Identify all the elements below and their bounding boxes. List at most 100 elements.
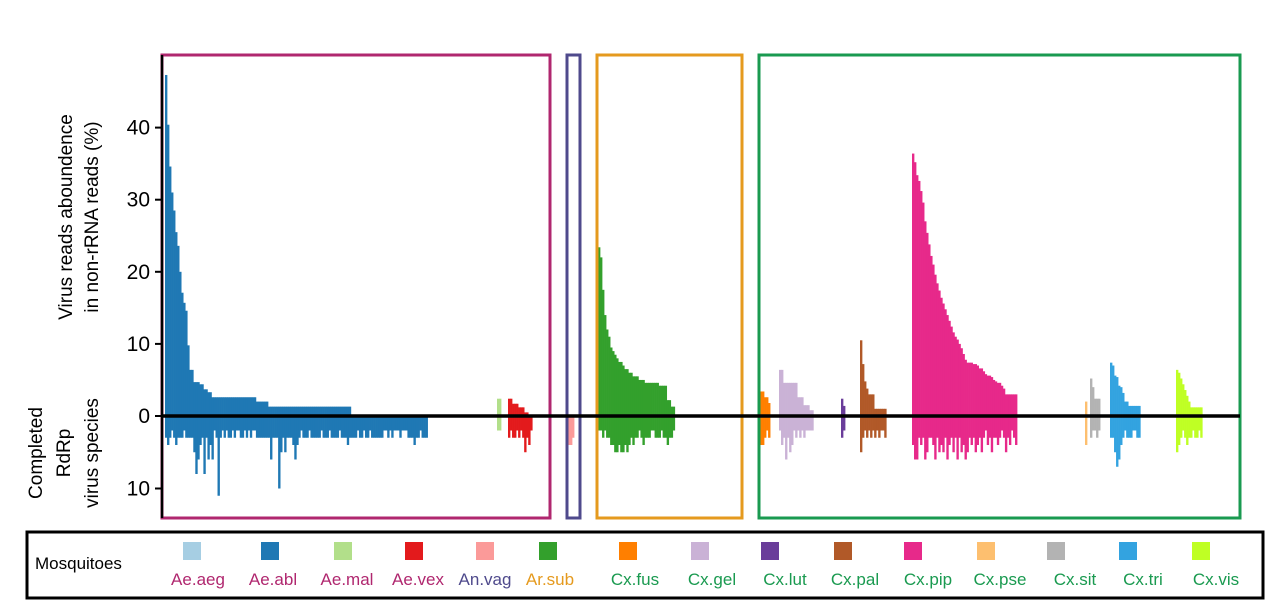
abundance-bar-Ar-sub-6 <box>610 347 613 416</box>
rdrp-bar-Ar-sub-34 <box>666 416 670 445</box>
rdrp-bar-Ar-sub-33 <box>664 416 668 438</box>
abundance-bar-Ae-abl-85 <box>336 406 340 416</box>
abundance-bar-Ae-abl-1 <box>167 124 170 416</box>
rdrp-bar-Cx-gel-0 <box>779 416 782 431</box>
abundance-bar-Cx-vis-2 <box>1180 378 1183 416</box>
rdrp-bar-Ar-sub-14 <box>626 416 629 453</box>
abundance-bar-Cx-vis-4 <box>1184 390 1187 416</box>
abundance-bar-Cx-pip-27 <box>966 362 969 416</box>
rdrp-bar-Cx-pal-10 <box>880 416 883 431</box>
abundance-bar-Cx-pip-18 <box>948 320 951 416</box>
abundance-bar-Ae-vex-9 <box>526 412 529 416</box>
rdrp-bar-Ae-abl-54 <box>274 416 277 438</box>
abundance-bar-Ae-vex-6 <box>520 407 523 416</box>
rdrp-bar-Cx-gel-3 <box>785 416 788 460</box>
rdrp-bar-Ae-abl-81 <box>328 416 331 431</box>
rdrp-bar-Ae-abl-107 <box>381 416 384 438</box>
abundance-bar-Cx-vis-1 <box>1178 372 1181 416</box>
rdrp-bar-Ae-abl-41 <box>247 416 251 431</box>
abundance-bar-Ar-sub-30 <box>658 385 661 416</box>
rdrp-bar-Ae-abl-104 <box>375 416 378 438</box>
rdrp-bar-Ae-vex-10 <box>528 416 531 445</box>
rdrp-bar-Ae-abl-46 <box>257 416 261 438</box>
rdrp-bar-Cx-pip-46 <box>1004 416 1008 453</box>
abundance-bar-Ar-sub-31 <box>660 385 663 416</box>
abundance-bar-Ae-abl-14 <box>193 382 196 416</box>
rdrp-bar-Cx-tri-4 <box>1118 416 1121 460</box>
rdrp-bar-Cx-pip-39 <box>990 416 994 453</box>
frame-armigeres <box>595 53 744 520</box>
rdrp-bar-Ar-sub-35 <box>668 416 672 438</box>
abundance-bar-Cx-lut-1 <box>843 405 846 416</box>
abundance-bar-Ae-abl-22 <box>209 392 212 416</box>
rdrp-bar-Ae-abl-32 <box>229 416 233 438</box>
abundance-bar-Cx-pip-30 <box>972 364 975 416</box>
rdrp-bar-Cx-vis-2 <box>1180 416 1183 438</box>
abundance-bar-Ae-abl-84 <box>334 406 338 416</box>
rdrp-bar-Cx-gel-7 <box>793 416 796 431</box>
rdrp-bar-Ae-abl-20 <box>205 416 208 438</box>
rdrp-bar-Ae-abl-11 <box>187 416 190 438</box>
rdrp-bar-Ae-abl-29 <box>223 416 226 438</box>
abundance-bar-Cx-tri-8 <box>1126 401 1129 416</box>
abundance-bar-Cx-pse-0 <box>1085 401 1088 416</box>
abundance-bar-Cx-tri-2 <box>1114 375 1117 416</box>
abundance-bar-Cx-pip-41 <box>994 381 998 416</box>
abundance-bar-Ae-abl-87 <box>340 406 344 416</box>
abundance-bar-Ae-abl-61 <box>288 406 291 416</box>
rdrp-bar-Ae-abl-120 <box>407 416 410 438</box>
rdrp-bar-Ae-vex-5 <box>518 416 521 438</box>
rdrp-bar-Ae-abl-102 <box>371 416 374 438</box>
abundance-bar-Ae-abl-70 <box>306 406 309 416</box>
abundance-bar-Cx-pip-40 <box>992 379 996 416</box>
rdrp-bar-Cx-sit-1 <box>1092 416 1095 431</box>
rdrp-bar-Cx-sit-4 <box>1098 416 1101 431</box>
abundance-bar-Ae-abl-15 <box>195 382 198 416</box>
abundance-bar-Cx-pip-21 <box>954 336 957 416</box>
rdrp-bar-Ae-abl-88 <box>342 416 346 438</box>
rdrp-bar-Cx-pip-18 <box>948 416 951 445</box>
abundance-bar-Cx-tri-14 <box>1138 405 1141 416</box>
abundance-bar-Ae-abl-78 <box>322 406 325 416</box>
rdrp-bar-Cx-lut-1 <box>843 416 846 431</box>
abundance-bar-Cx-pal-0 <box>860 340 863 416</box>
abundance-bar-Ae-abl-75 <box>316 406 319 416</box>
rdrp-bar-Ae-abl-78 <box>322 416 325 438</box>
rdrp-bar-Cx-pal-12 <box>884 416 887 438</box>
ytick-label-top-0: 0 <box>138 405 150 428</box>
abundance-bar-Ae-abl-40 <box>245 397 249 416</box>
abundance-bar-Ae-abl-48 <box>261 401 265 416</box>
abundance-bar-Ae-abl-83 <box>332 406 336 416</box>
rdrp-bar-Cx-gel-9 <box>797 416 800 431</box>
rdrp-bar-Cx-pal-3 <box>866 416 869 438</box>
abundance-bar-Ar-sub-36 <box>670 406 674 416</box>
abundance-bar-Cx-pip-23 <box>958 343 961 416</box>
rdrp-bar-Ae-abl-57 <box>280 416 283 453</box>
rdrp-bar-Cx-vis-0 <box>1176 416 1179 453</box>
rdrp-bar-Ae-vex-6 <box>520 416 523 431</box>
rdrp-bar-Ae-abl-6 <box>177 416 180 438</box>
rdrp-bar-Ar-sub-7 <box>612 416 615 445</box>
abundance-bar-Ae-abl-63 <box>292 406 295 416</box>
rdrp-bar-Ae-abl-55 <box>276 416 279 438</box>
rdrp-bar-An-vag-1 <box>570 416 573 445</box>
abundance-bar-Cx-pal-3 <box>866 388 869 416</box>
rdrp-bar-Cx-pip-37 <box>986 416 990 445</box>
rdrp-bar-Cx-tri-0 <box>1110 416 1113 438</box>
rdrp-bar-Ae-abl-110 <box>387 416 390 438</box>
abundance-bar-Cx-pip-43 <box>998 382 1002 416</box>
rdrp-bar-Ae-abl-5 <box>175 416 178 445</box>
abundance-bar-Ar-sub-24 <box>646 382 649 416</box>
abundance-bar-Ar-sub-1 <box>600 257 603 416</box>
rdrp-bar-Ar-sub-37 <box>672 416 676 431</box>
abundance-bar-Cx-gel-9 <box>797 397 800 416</box>
rdrp-bar-Ae-abl-97 <box>360 416 364 438</box>
rdrp-bar-Cx-pse-0 <box>1085 416 1088 445</box>
abundance-bar-Ar-sub-5 <box>608 336 611 416</box>
abundance-bar-Cx-gel-11 <box>801 397 804 416</box>
abundance-bar-Cx-tri-4 <box>1118 385 1121 416</box>
rdrp-bar-Cx-gel-6 <box>791 416 794 445</box>
legend-swatch-cx-pse <box>977 542 995 560</box>
rdrp-bar-Ae-abl-26 <box>217 416 220 496</box>
rdrp-bar-Ae-abl-112 <box>391 416 394 438</box>
